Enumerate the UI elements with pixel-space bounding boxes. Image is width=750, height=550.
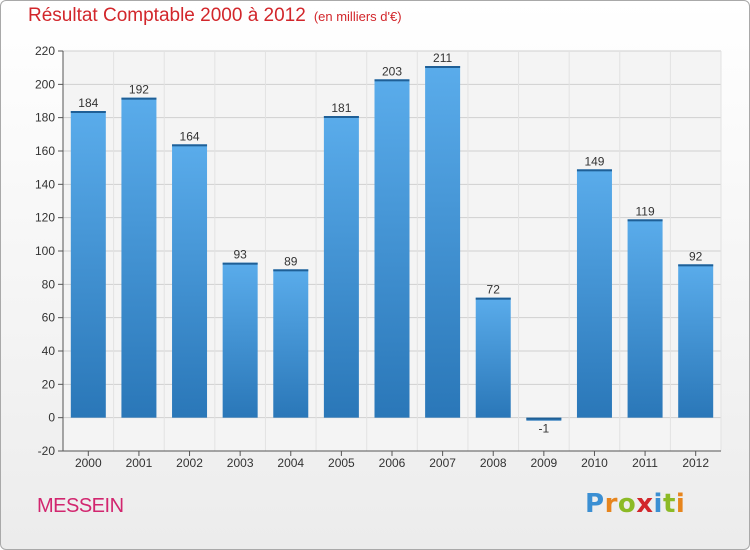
bar-top-edge bbox=[425, 66, 461, 68]
x-tick-label: 2008 bbox=[480, 456, 507, 470]
logo-letter: P bbox=[585, 489, 605, 519]
bars bbox=[70, 66, 714, 421]
data-label: 89 bbox=[284, 254, 298, 268]
bar bbox=[627, 219, 663, 418]
bar bbox=[678, 264, 714, 418]
logo-letter: o bbox=[617, 489, 637, 519]
bar bbox=[273, 269, 309, 418]
y-tick-label: 80 bbox=[42, 277, 56, 291]
x-tick-label: 2004 bbox=[277, 456, 304, 470]
y-tick-label: 20 bbox=[42, 377, 56, 391]
y-tick-label: -20 bbox=[38, 444, 56, 458]
data-label: -1 bbox=[539, 422, 550, 436]
y-tick-label: 140 bbox=[35, 177, 55, 191]
bar-top-edge bbox=[222, 262, 258, 265]
axes: -20 0 20 40 60 80 100 120 140 160 180 200 220 2000 200… bbox=[35, 44, 721, 470]
x-tick-label: 2011 bbox=[632, 456, 658, 470]
bar bbox=[425, 66, 461, 418]
x-tick-label: 2000 bbox=[75, 456, 102, 470]
data-labels: 184 192 164 93 89 181 203 211 72 -1 149 119 92 bbox=[78, 51, 702, 436]
data-label: 72 bbox=[487, 283, 501, 297]
data-label: 184 bbox=[78, 96, 98, 110]
data-label: 164 bbox=[180, 129, 200, 143]
bar bbox=[222, 262, 258, 418]
bar-top-edge bbox=[475, 297, 511, 300]
y-tick-label: 200 bbox=[35, 77, 55, 91]
bar bbox=[172, 144, 208, 418]
commune-name: MESSEIN bbox=[37, 495, 124, 517]
bar bbox=[475, 297, 511, 418]
y-tick-label: 180 bbox=[35, 111, 55, 125]
bar-top-edge bbox=[526, 417, 562, 420]
logo-letter: t bbox=[662, 489, 676, 519]
y-tick-label: 0 bbox=[48, 411, 55, 425]
data-label: 203 bbox=[382, 64, 402, 78]
bar-top-edge bbox=[121, 97, 157, 100]
chart-title: Résultat Comptable 2000 à 2012 (en millie… bbox=[28, 5, 402, 27]
logo-letter: x bbox=[636, 489, 654, 519]
bar-top-edge bbox=[374, 79, 410, 82]
bar-top-edge bbox=[627, 219, 663, 222]
bar bbox=[323, 116, 359, 418]
bar bbox=[70, 111, 106, 418]
y-tick-label: 60 bbox=[42, 311, 56, 325]
proxiti-logo: Proxiti bbox=[585, 489, 685, 519]
bar bbox=[374, 79, 410, 418]
x-tick-label: 2001 bbox=[126, 456, 153, 470]
data-label: 211 bbox=[433, 51, 452, 65]
logo-letter: r bbox=[604, 489, 618, 519]
x-tick-label: 2009 bbox=[530, 456, 557, 470]
bar-top-edge bbox=[576, 169, 612, 172]
data-label: 93 bbox=[233, 248, 247, 262]
bar-top-edge bbox=[70, 111, 106, 113]
data-label: 192 bbox=[129, 83, 149, 97]
y-tick-label: 120 bbox=[35, 211, 55, 225]
x-tick-label: 2007 bbox=[429, 456, 456, 470]
y-tick-label: 220 bbox=[35, 44, 55, 58]
chart-title-text: Résultat Comptable 2000 à 2012 bbox=[28, 5, 306, 26]
x-tick-label: 2005 bbox=[328, 456, 355, 470]
x-tick-label: 2002 bbox=[176, 456, 203, 470]
x-tick-label: 2012 bbox=[682, 456, 709, 470]
logo-letter: i bbox=[675, 489, 686, 519]
x-tick-label: 2010 bbox=[581, 456, 608, 470]
bar-top-edge bbox=[323, 116, 359, 118]
data-label: 149 bbox=[584, 154, 604, 168]
bar bbox=[121, 97, 157, 418]
bar bbox=[576, 169, 612, 418]
y-tick-label: 40 bbox=[42, 344, 56, 358]
y-tick-label: 160 bbox=[35, 144, 55, 158]
x-tick-label: 2006 bbox=[379, 456, 406, 470]
bar-top-edge bbox=[172, 144, 208, 147]
y-tick-label: 100 bbox=[35, 244, 55, 258]
chart-subtitle: (en milliers d'€) bbox=[313, 9, 402, 24]
x-tick-label: 2003 bbox=[227, 456, 254, 470]
data-label: 119 bbox=[636, 204, 655, 218]
data-label: 181 bbox=[331, 101, 351, 115]
data-label: 92 bbox=[689, 249, 703, 263]
bar-top-edge bbox=[678, 264, 714, 267]
logo-letter: i bbox=[653, 489, 663, 519]
bar-top-edge bbox=[273, 269, 309, 272]
